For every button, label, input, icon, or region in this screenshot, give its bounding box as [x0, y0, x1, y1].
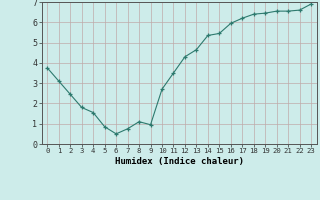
X-axis label: Humidex (Indice chaleur): Humidex (Indice chaleur): [115, 157, 244, 166]
